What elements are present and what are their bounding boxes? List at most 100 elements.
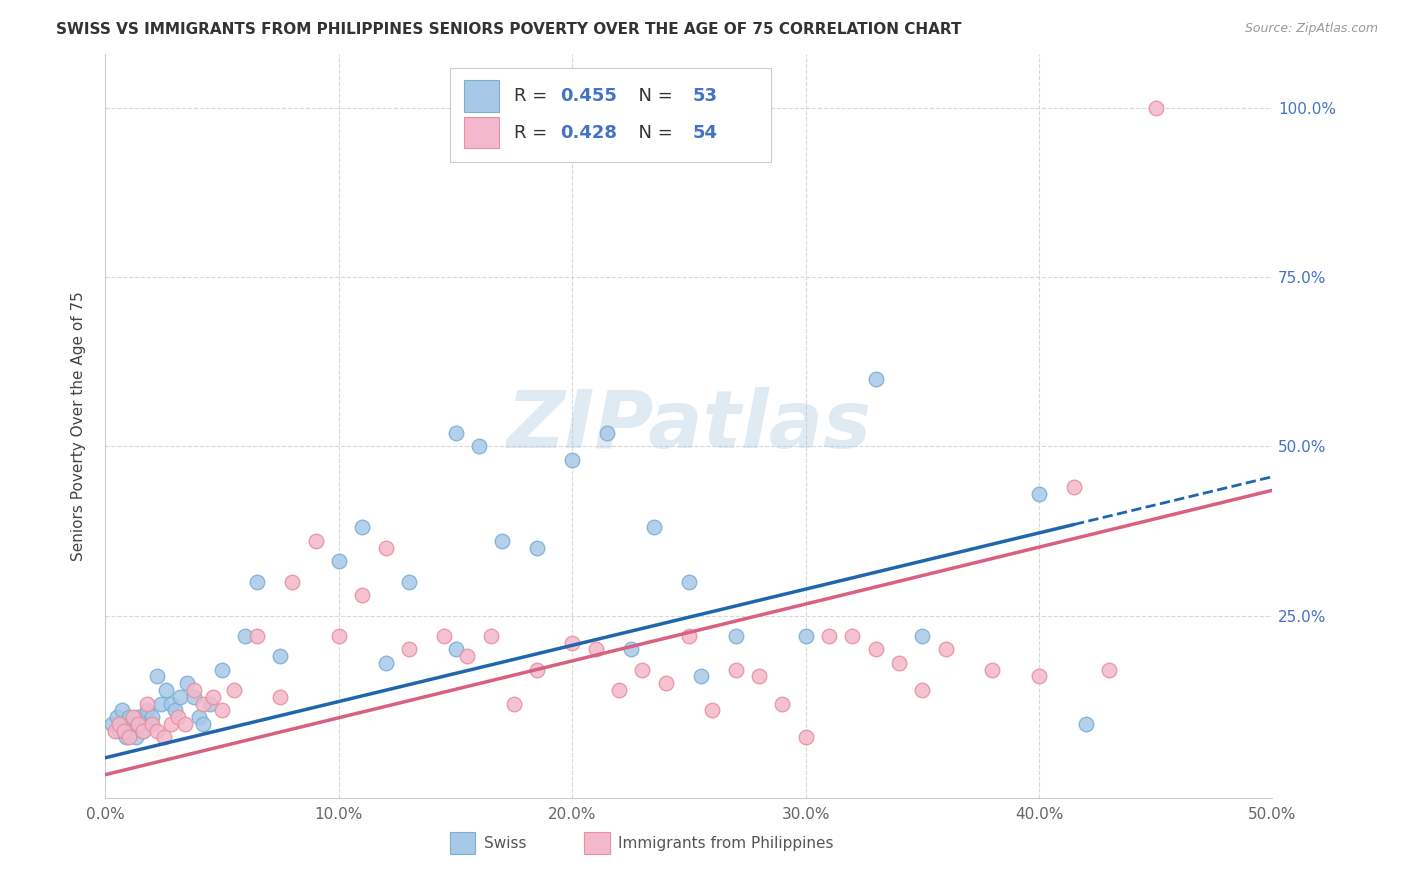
Point	[1063, 480, 1085, 494]
Point	[136, 703, 159, 717]
Point	[104, 723, 127, 738]
Point	[1028, 669, 1050, 683]
Text: Source: ZipAtlas.com: Source: ZipAtlas.com	[1244, 22, 1378, 36]
Point	[794, 629, 817, 643]
Point	[865, 642, 887, 657]
Point	[643, 520, 665, 534]
Point	[134, 710, 156, 724]
Point	[526, 663, 548, 677]
Point	[141, 717, 163, 731]
Point	[111, 703, 134, 717]
Point	[1028, 486, 1050, 500]
Point	[561, 635, 583, 649]
Text: 54: 54	[692, 124, 717, 142]
Point	[865, 371, 887, 385]
Point	[132, 723, 155, 738]
Point	[112, 723, 135, 738]
Point	[456, 649, 478, 664]
Point	[887, 656, 910, 670]
Point	[748, 669, 770, 683]
Point	[678, 629, 700, 643]
Text: N =: N =	[627, 87, 679, 105]
Text: R =: R =	[513, 87, 553, 105]
Point	[120, 717, 142, 731]
Point	[176, 676, 198, 690]
Point	[444, 425, 467, 440]
Point	[702, 703, 724, 717]
Point	[631, 663, 654, 677]
Point	[433, 629, 456, 643]
Text: Swiss: Swiss	[484, 836, 526, 851]
Point	[491, 534, 513, 549]
Point	[127, 717, 149, 731]
Point	[183, 690, 205, 704]
Point	[173, 717, 195, 731]
Point	[561, 452, 583, 467]
Point	[1074, 717, 1097, 731]
Point	[794, 731, 817, 745]
Text: 0.428: 0.428	[561, 124, 617, 142]
Point	[118, 710, 141, 724]
Text: 0.455: 0.455	[561, 87, 617, 105]
Point	[211, 663, 233, 677]
Point	[398, 574, 420, 589]
Point	[607, 683, 630, 698]
Point	[770, 697, 793, 711]
Point	[193, 717, 215, 731]
Point	[222, 683, 245, 698]
Point	[169, 690, 191, 704]
Point	[118, 731, 141, 745]
Point	[187, 710, 209, 724]
Point	[112, 717, 135, 731]
Point	[468, 439, 491, 453]
Point	[352, 520, 374, 534]
Point	[585, 642, 607, 657]
Point	[122, 710, 145, 724]
Point	[235, 629, 257, 643]
Point	[281, 574, 304, 589]
Point	[165, 703, 187, 717]
Point	[689, 669, 711, 683]
Point	[1144, 101, 1167, 115]
Point	[101, 717, 124, 731]
Point	[108, 723, 131, 738]
Point	[122, 723, 145, 738]
FancyBboxPatch shape	[450, 832, 475, 855]
Point	[125, 731, 148, 745]
Point	[193, 697, 215, 711]
Point	[200, 697, 222, 711]
Point	[1098, 663, 1121, 677]
Point	[981, 663, 1004, 677]
Point	[479, 629, 502, 643]
Point	[269, 649, 292, 664]
Point	[619, 642, 641, 657]
Point	[155, 683, 177, 698]
Point	[911, 683, 934, 698]
Point	[911, 629, 934, 643]
Point	[159, 697, 181, 711]
Point	[398, 642, 420, 657]
Point	[211, 703, 233, 717]
Text: R =: R =	[513, 124, 553, 142]
Point	[159, 717, 181, 731]
Point	[132, 723, 155, 738]
Point	[444, 642, 467, 657]
Point	[304, 534, 326, 549]
FancyBboxPatch shape	[464, 117, 499, 148]
Point	[166, 710, 188, 724]
Point	[526, 541, 548, 555]
Point	[115, 731, 138, 745]
Point	[935, 642, 957, 657]
Text: ZIPatlas: ZIPatlas	[506, 387, 872, 465]
Point	[146, 723, 169, 738]
Y-axis label: Seniors Poverty Over the Age of 75: Seniors Poverty Over the Age of 75	[72, 291, 86, 561]
Point	[127, 710, 149, 724]
Point	[269, 690, 292, 704]
Point	[328, 554, 350, 568]
Point	[724, 629, 747, 643]
Point	[374, 541, 396, 555]
Point	[374, 656, 396, 670]
Point	[246, 574, 269, 589]
Text: SWISS VS IMMIGRANTS FROM PHILIPPINES SENIORS POVERTY OVER THE AGE OF 75 CORRELAT: SWISS VS IMMIGRANTS FROM PHILIPPINES SEN…	[56, 22, 962, 37]
Point	[108, 717, 131, 731]
